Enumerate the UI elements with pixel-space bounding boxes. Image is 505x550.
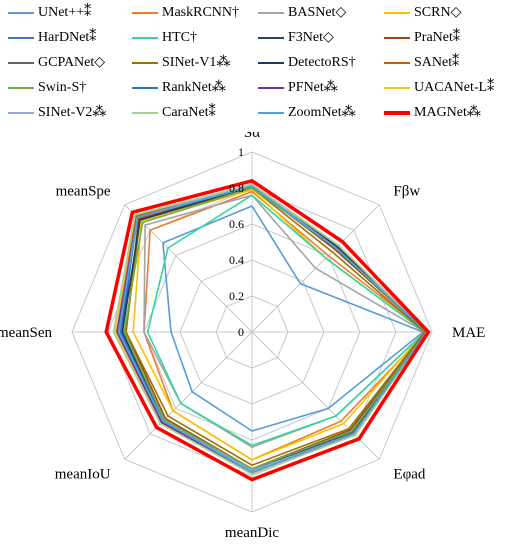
legend-label: GCPANet◇ [38,55,106,70]
legend-label: Swin-S† [38,80,87,95]
legend-swatch [384,62,410,64]
series-line [132,188,426,461]
legend-item: SINet-V1⁂ [132,53,230,73]
legend-label: PraNet⁑ [414,30,460,45]
legend-swatch [132,112,158,114]
legend-item: PFNet⁂ [258,78,338,98]
legend-label: MAGNet⁂ [414,105,481,120]
legend-label: SCRN◇ [414,5,462,20]
legend-label: MaskRCNN† [162,5,240,20]
legend-label: PFNet⁂ [288,80,338,95]
grid-spoke [124,204,253,333]
series-line [104,179,431,482]
legend-item: SANet⁑ [384,53,459,73]
legend-label: SANet⁑ [414,55,460,70]
axis-label: Sα [244,132,260,141]
tick-label: 0.4 [229,253,244,267]
legend-item: MAGNet⁂ [384,103,481,123]
tick-label: 0 [238,325,244,339]
legend-swatch [384,111,410,115]
axis-label: MAE [452,325,485,341]
legend-item: CaraNet⁑ [132,103,216,123]
legend-swatch [132,87,158,89]
legend-item: Swin-S† [8,78,86,98]
tick-label: 1 [238,145,244,159]
legend-label: BASNet◇ [288,5,347,20]
tick-label: 0.6 [229,217,244,231]
legend-swatch [258,62,284,64]
legend-item: ZoomNet⁂ [258,103,356,123]
series-line [146,194,426,447]
tick-label: 0.2 [229,289,244,303]
axis-label: meanSen [0,325,52,341]
legend-swatch [132,62,158,64]
axis-label: Fβw [393,184,420,200]
axis-label: meanSpe [56,184,111,200]
legend-item: UACANet-L⁑ [384,78,494,98]
legend-item: PraNet⁑ [384,28,460,48]
legend-label: F3Net◇ [288,30,334,45]
legend-swatch [8,62,34,64]
legend-label: UNet++⁑ [38,5,92,20]
legend-item: SCRN◇ [384,3,461,23]
legend-item: GCPANet◇ [8,53,105,73]
series-layer [104,179,431,482]
legend-item: SINet-V2⁂ [8,103,106,123]
series-line [143,194,426,449]
legend-swatch [132,37,158,39]
legend-item: UNet++⁑ [8,3,91,23]
legend-label: HTC† [162,30,197,45]
legend-item: F3Net◇ [258,28,334,48]
legend-label: HarDNet⁑ [38,30,97,45]
legend-swatch [8,12,34,14]
legend-swatch [258,37,284,39]
legend-swatch [258,12,284,14]
legend-swatch [384,12,410,14]
legend-item: RankNet⁂ [132,78,226,98]
legend-item: HarDNet⁑ [8,28,96,48]
series-line [118,183,428,472]
grid-spoke [124,331,253,460]
legend-label: CaraNet⁑ [162,105,216,120]
legend-swatch [8,112,34,114]
radar-chart: 0 0.2 0.4 0.6 0.8 1Sα Fβw MAE Eφad meanDic meanIoU… [0,132,485,541]
legend-item: HTC† [132,28,197,48]
legend-label: ZoomNet⁂ [288,105,356,120]
legend-swatch [384,87,410,89]
legend-label: SINet-V2⁂ [38,105,107,120]
legend-item: DetectoRS† [258,53,356,73]
legend-item: BASNet◇ [258,3,346,23]
series-line [116,183,428,474]
axis-label: meanIoU [55,466,111,482]
legend-swatch [258,112,284,114]
series-line [125,187,426,467]
legend-label: UACANet-L⁑ [414,80,495,95]
legend-swatch [8,37,34,39]
chart-legend: UNet++⁑ MaskRCNN† BASNet◇ SCRN◇ HarDNet⁑ HTC†… [0,0,505,132]
legend-swatch [8,87,34,89]
legend-swatch [132,12,158,14]
axis-labels: 0 0.2 0.4 0.6 0.8 1Sα Fβw MAE Eφad meanDic meanIoU… [0,132,485,541]
legend-item: MaskRCNN† [132,3,239,23]
legend-swatch [384,37,410,39]
axis-label: Eφad [393,466,425,482]
axis-label: meanDic [225,525,279,541]
series-line [118,185,428,474]
series-line [112,183,428,476]
legend-swatch [258,87,284,89]
tick-label: 0.8 [229,181,244,195]
legend-label: SINet-V1⁂ [162,55,231,70]
series-line [162,205,424,432]
legend-label: RankNet⁂ [162,80,226,95]
legend-label: DetectoRS† [288,55,356,70]
